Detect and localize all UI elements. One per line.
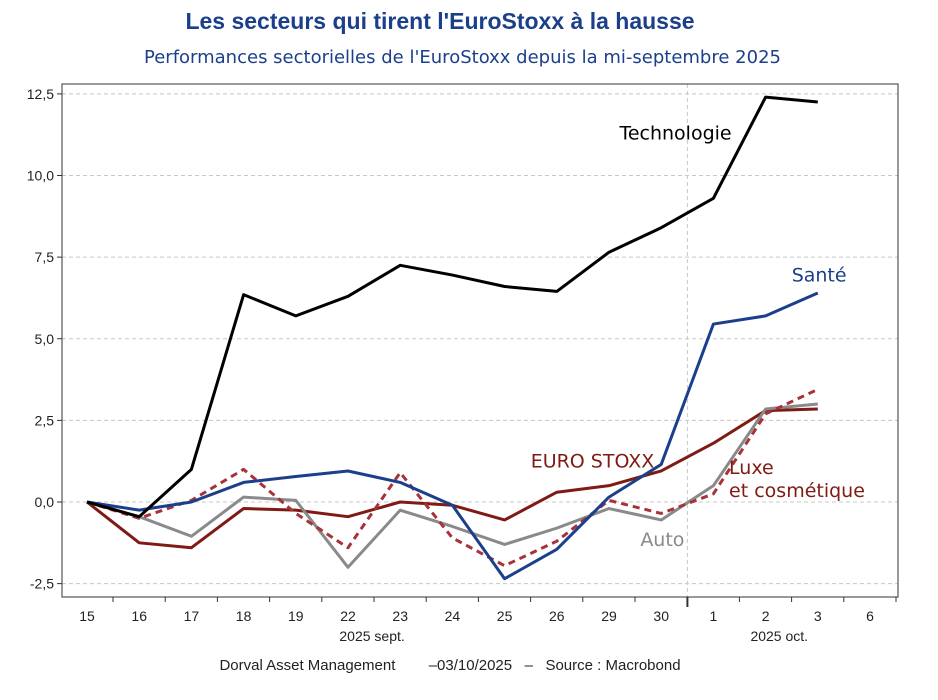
x-tick-label: 3: [814, 608, 822, 624]
series-label: et cosmétique: [729, 480, 865, 502]
x-tick-label: 29: [601, 608, 617, 624]
x-tick-label: 17: [184, 608, 200, 624]
x-tick-label: 15: [79, 608, 95, 624]
y-tick-label: 12,5: [27, 86, 54, 102]
series-line-luxe: [86, 387, 819, 568]
series-label: Luxe: [729, 457, 774, 479]
series-label: EURO STOXX: [531, 451, 655, 473]
series-line-sant-: [86, 291, 819, 581]
y-tick-label: 0,0: [35, 494, 55, 510]
x-tick-label: 23: [392, 608, 408, 624]
y-tick-label: -2,5: [30, 576, 54, 592]
x-tick-label: 25: [497, 608, 513, 624]
series-line-auto: [86, 402, 818, 569]
x-tick-label: 30: [653, 608, 669, 624]
x-tick-label: 18: [236, 608, 252, 624]
y-tick-label: 2,5: [35, 412, 55, 428]
series-line-technologie: [86, 95, 818, 519]
series-label: Technologie: [618, 123, 731, 145]
x-tick-label: 19: [288, 608, 304, 624]
chart-title: Les secteurs qui tirent l'EuroStoxx à la…: [185, 8, 695, 34]
y-tick-label: 5,0: [35, 331, 55, 347]
chart-subtitle: Performances sectorielles de l'EuroStoxx…: [144, 47, 781, 68]
x-tick-label: 1: [710, 608, 718, 624]
x-tick-label: 2: [762, 608, 770, 624]
x-tick-label: 26: [549, 608, 565, 624]
series-label: Auto: [640, 529, 684, 551]
x-tick-label: 16: [131, 608, 147, 624]
plot-frame: [61, 83, 899, 598]
series-label: Santé: [792, 265, 847, 287]
x-tick-label: 6: [866, 608, 874, 624]
y-tick-label: 7,5: [35, 249, 55, 265]
footer-source: Dorval Asset Management –03/10/2025 – So…: [219, 657, 681, 674]
x-tick-label: 24: [445, 608, 461, 624]
month-label: 2025 oct.: [750, 628, 808, 644]
month-label: 2025 sept.: [339, 628, 404, 644]
y-tick-label: 10,0: [27, 168, 54, 184]
x-tick-label: 22: [340, 608, 356, 624]
